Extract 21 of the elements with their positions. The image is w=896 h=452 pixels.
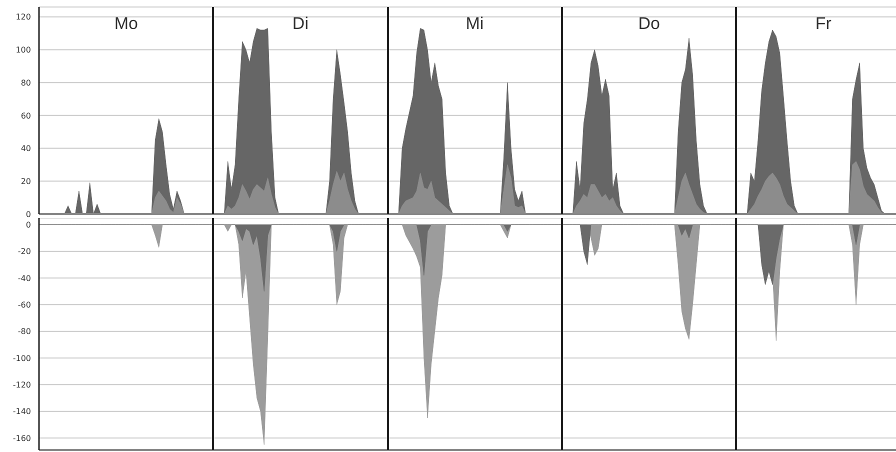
y-tick-label: -80 (18, 327, 31, 336)
y-tick-label: 0 (26, 220, 31, 230)
y-tick-label: 60 (20, 111, 31, 120)
y-tick-label: 40 (20, 144, 31, 154)
annotation: Di (291, 14, 310, 34)
y-tick-label: -100 (12, 354, 31, 363)
annotation: Fr (814, 14, 832, 34)
y-tick-label: -20 (18, 247, 31, 256)
y-tick-label: 0 (26, 210, 31, 219)
annotation: Mo (113, 14, 139, 34)
y-tick-label: -40 (18, 274, 31, 283)
y-tick-label: 20 (20, 176, 31, 186)
y-tick-label: 80 (20, 78, 31, 88)
y-tick-label: 120 (16, 12, 31, 22)
y-tick-label: -140 (12, 407, 31, 416)
annotation: Do (637, 14, 661, 34)
y-tick-label: -120 (12, 380, 31, 390)
y-tick-label: 100 (16, 46, 31, 55)
annotation: Mi (464, 14, 485, 34)
y-tick-label: -160 (12, 434, 31, 443)
y-tick-label: -60 (18, 300, 31, 310)
